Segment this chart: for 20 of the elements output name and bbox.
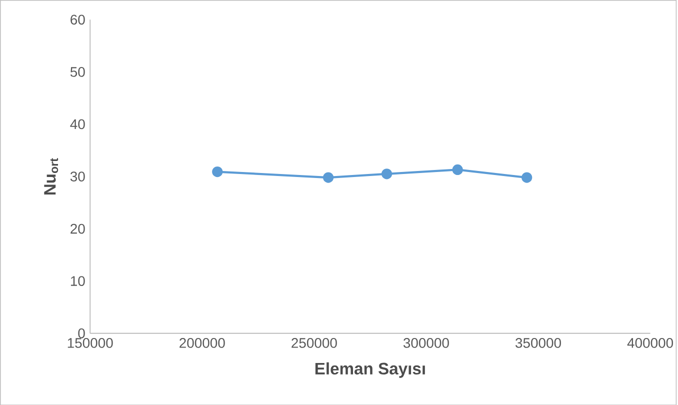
y-tick-label: 50 xyxy=(70,66,85,77)
y-tick-label: 20 xyxy=(70,224,85,234)
y-tick-label: 10 xyxy=(70,276,85,286)
point xyxy=(522,172,532,183)
y-tick-label: 0 xyxy=(78,328,85,338)
y-tick-label: 30 xyxy=(70,171,85,182)
x-axis-title: Eleman Sayısı xyxy=(315,362,425,378)
x-tick-label: 200000 xyxy=(180,338,225,348)
y-tick-label: 60 xyxy=(70,14,85,24)
x-tick-label: 400000 xyxy=(627,338,674,348)
point xyxy=(452,164,463,175)
x-tick-label: 150000 xyxy=(68,338,113,348)
point xyxy=(381,168,392,179)
x-tick-label: 300000 xyxy=(403,338,449,348)
point xyxy=(322,172,334,183)
y-tick-label: 40 xyxy=(70,119,85,129)
point xyxy=(212,166,223,177)
x-tick-label: 350000 xyxy=(516,338,561,348)
x-tick-label: 250000 xyxy=(292,338,337,348)
y-axis-title: Nu$_{ort}$ xyxy=(44,158,58,194)
